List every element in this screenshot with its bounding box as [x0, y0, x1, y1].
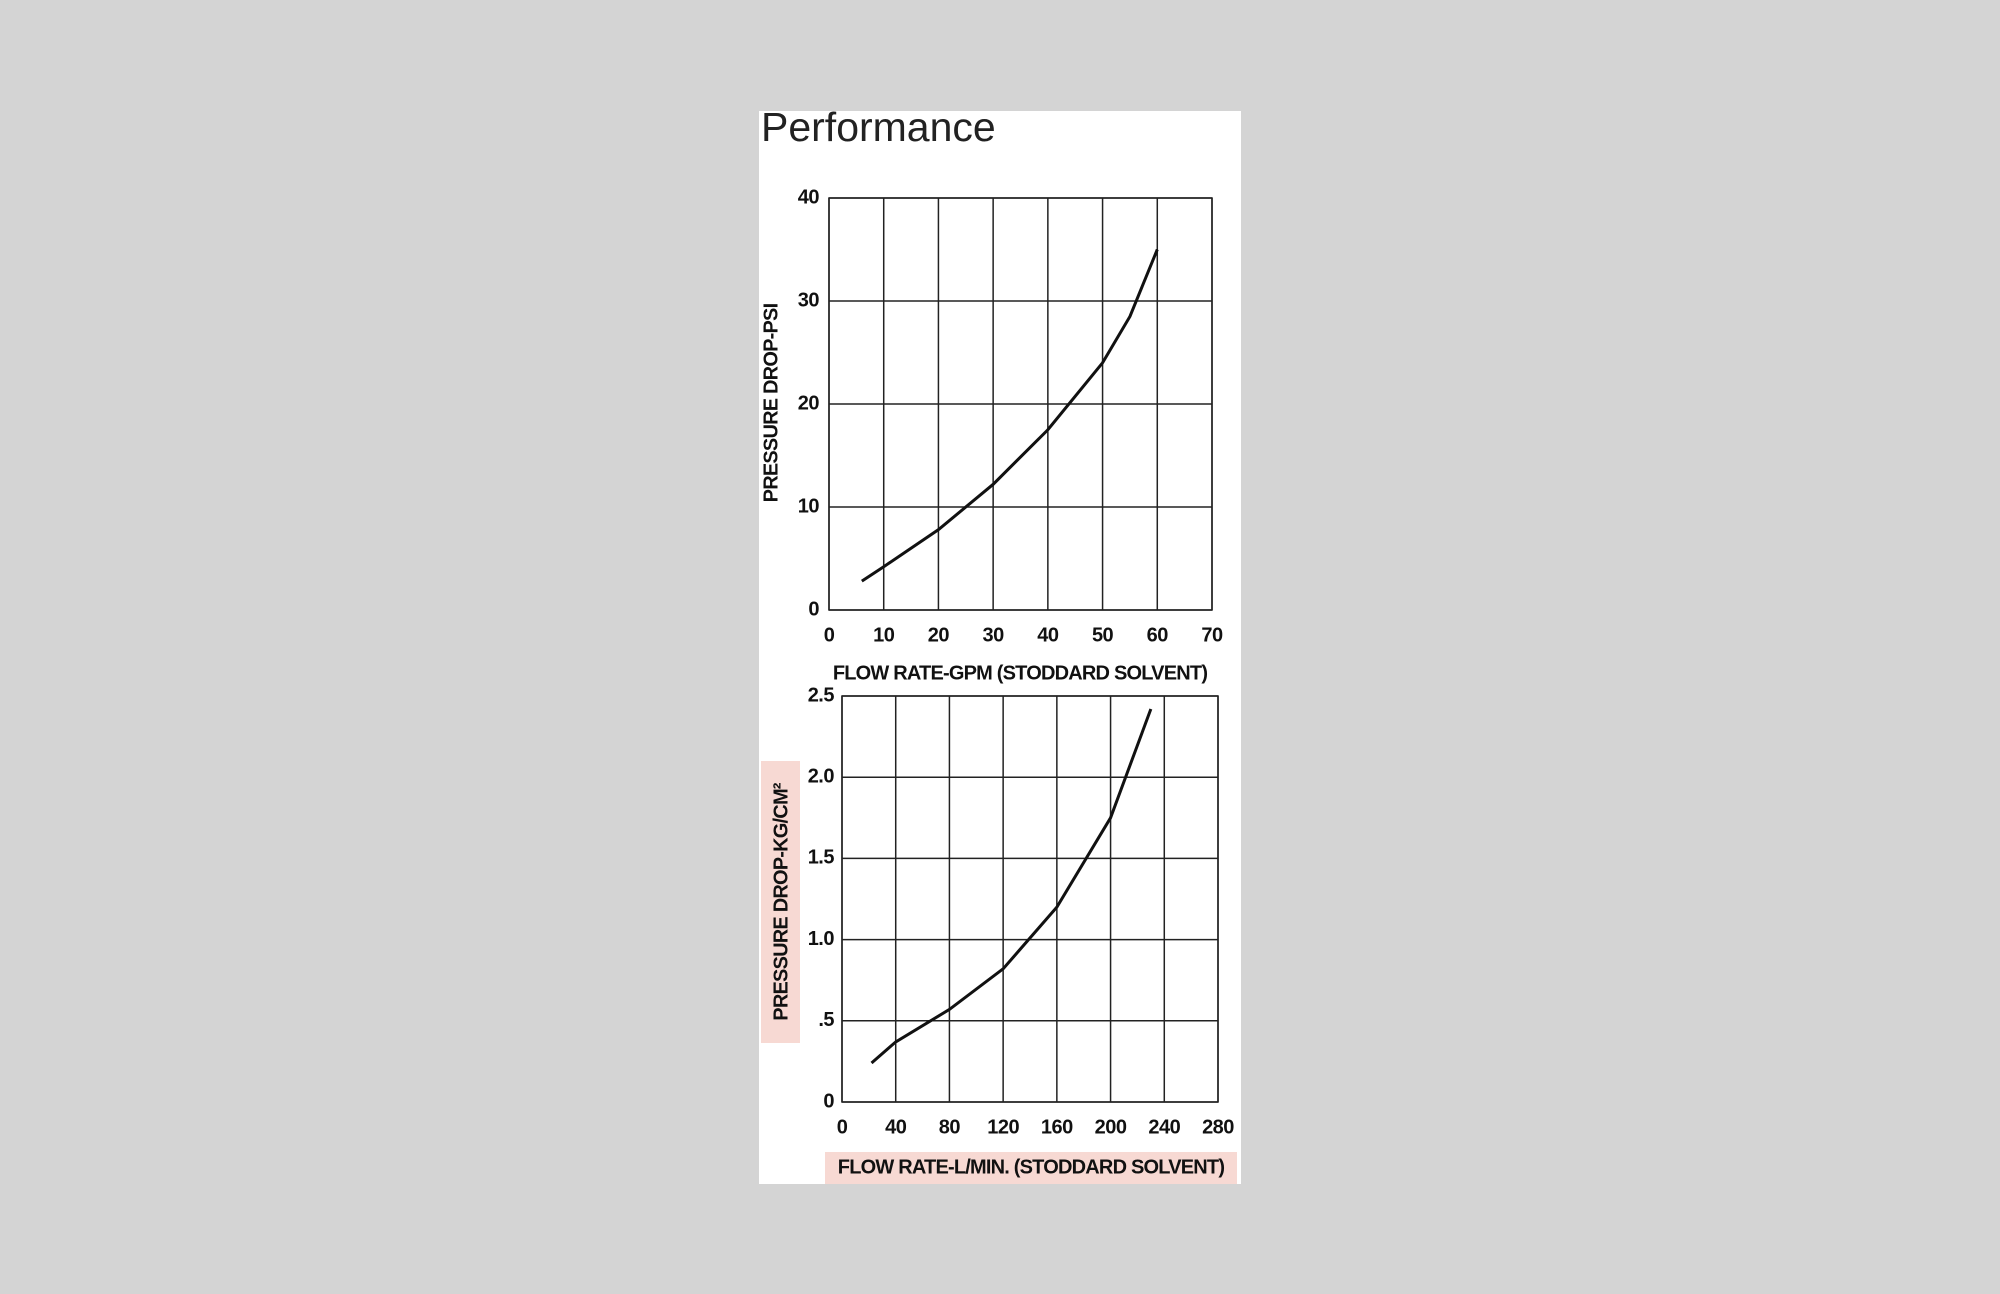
x-tick-label: 60: [1147, 624, 1169, 646]
y-tick-label: 2.0: [808, 765, 835, 787]
y-axis-label: PRESSURE DROP-PSI: [760, 303, 782, 502]
y-tick-label: 1.0: [808, 928, 835, 950]
highlight: [825, 1152, 1237, 1184]
y-tick-label: 40: [798, 186, 820, 208]
x-tick-label: 50: [1092, 624, 1114, 646]
y-tick-label: 10: [798, 495, 820, 517]
data-line: [861, 248, 1159, 583]
y-tick-label: 20: [798, 392, 820, 414]
page-title: Performance: [761, 104, 996, 150]
x-tick-label: 70: [1201, 624, 1223, 646]
plot-frame: [828, 197, 1213, 611]
x-tick-label: 20: [928, 624, 950, 646]
y-axis-label: PRESSURE DROP-KG/CM²: [770, 782, 792, 1020]
x-tick-label: 10: [873, 624, 895, 646]
x-tick-label: 280: [1202, 1116, 1234, 1138]
highlight: [761, 761, 800, 1043]
y-tick-label: 0: [808, 598, 819, 620]
y-tick-label: 30: [798, 289, 820, 311]
y-tick-label: 0: [823, 1090, 834, 1112]
y-tick-label: 1.5: [808, 847, 835, 869]
panel: [759, 111, 1241, 1184]
x-axis-label: FLOW RATE-L/MIN. (STODDARD SOLVENT): [838, 1156, 1225, 1178]
y-tick-label: .5: [818, 1009, 834, 1031]
x-tick-label: 160: [1041, 1116, 1073, 1138]
y-tick-label: 2.5: [808, 684, 835, 706]
x-tick-label: 40: [1037, 624, 1059, 646]
x-tick-label: 80: [939, 1116, 961, 1138]
data-line: [870, 708, 1153, 1065]
x-axis-label: FLOW RATE-GPM (STODDARD SOLVENT): [833, 662, 1208, 684]
x-tick-label: 30: [983, 624, 1005, 646]
x-tick-label: 0: [837, 1116, 848, 1138]
plot-frame: [841, 695, 1219, 1103]
x-tick-label: 120: [987, 1116, 1019, 1138]
x-tick-label: 240: [1148, 1116, 1180, 1138]
x-tick-label: 200: [1095, 1116, 1127, 1138]
x-tick-label: 40: [885, 1116, 907, 1138]
x-tick-label: 0: [824, 624, 835, 646]
